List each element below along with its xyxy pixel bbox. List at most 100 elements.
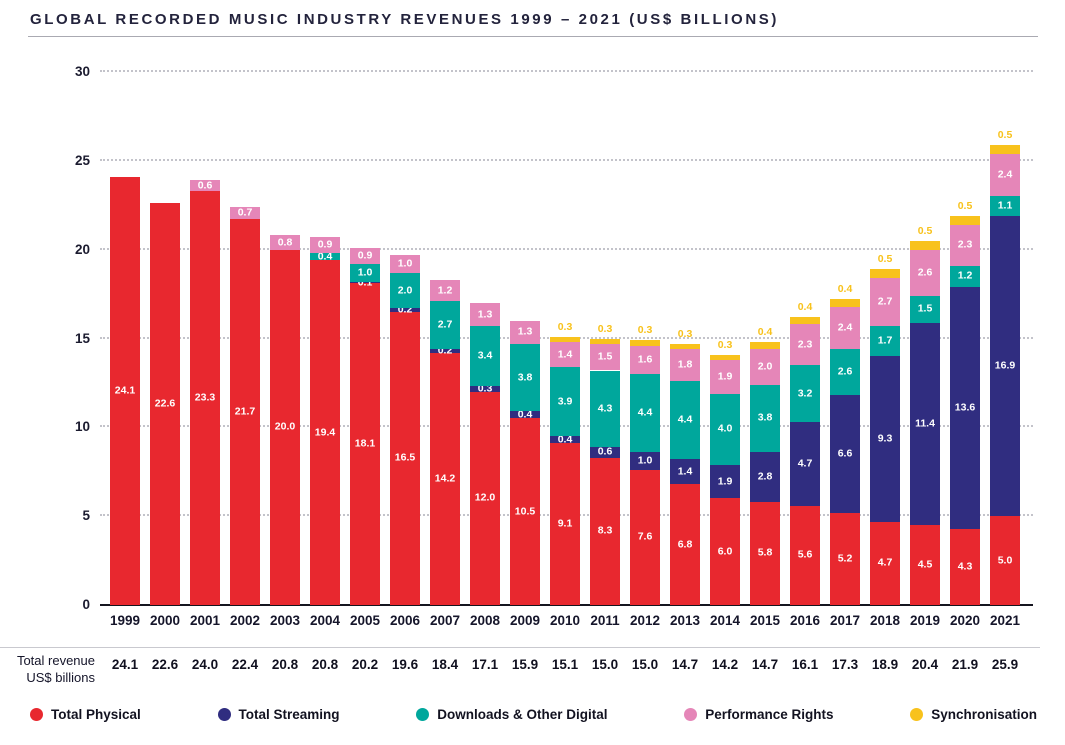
total-2010: 15.1 [551,657,579,672]
value-label: 11.4 [915,417,935,430]
segment-total-streaming-2014: 1.9 [710,464,740,499]
segment-downloads-other-digital-2011: 4.3 [590,370,620,447]
segment-downloads-other-digital-2008: 3.4 [470,326,500,387]
bar-2006: 16.5 0.2 2.0 1.0 [390,72,420,605]
segment-synchronisation-2020 [950,215,980,225]
bar-2020: 4.3 13.6 1.2 2.3 0.5 [950,72,980,605]
segment-total-physical-2005: 18.1 [350,283,380,605]
total-2000: 22.6 [151,657,179,672]
bar-2012: 7.6 1.0 4.4 1.6 0.3 [630,72,660,605]
sync-value-label: 0.3 [677,327,693,340]
segment-synchronisation-2012 [630,340,660,346]
value-label: 2.7 [437,318,453,331]
bar-2001: 23.3 0.6 [190,72,220,605]
y-tick-15: 15 [74,330,90,346]
value-label: 0.1 [357,276,373,289]
segment-performance-rights-2005: 0.9 [350,247,380,264]
segment-downloads-other-digital-2014: 4.0 [710,393,740,465]
value-label: 2.7 [877,295,893,308]
segment-total-physical-1999: 24.1 [110,176,140,605]
segment-total-physical-2004: 19.4 [310,260,340,605]
segment-downloads-other-digital-2019: 1.5 [910,295,940,323]
segment-synchronisation-2017 [830,299,860,307]
segment-performance-rights-2007: 1.2 [430,279,460,302]
value-label: 1.1 [997,199,1013,212]
segment-performance-rights-2010: 1.4 [550,342,580,367]
value-label: 1.9 [717,370,733,383]
segment-performance-rights-2016: 2.3 [790,324,820,366]
segment-total-streaming-2019: 11.4 [910,322,940,526]
value-label: 12.0 [474,491,496,504]
value-label: 22.6 [154,397,176,410]
segment-total-streaming-2009: 0.4 [510,409,540,420]
bar-2004: 19.4 0.4 0.9 [310,72,340,605]
synchronisation-dot-icon [910,708,924,721]
y-tick-20: 20 [74,241,90,257]
y-tick-0: 0 [82,597,90,612]
value-label: 2.0 [757,360,773,373]
value-label: 1.5 [597,350,613,363]
totals-label-line1: Total revenue [16,653,95,668]
bar-2009: 10.5 0.4 3.8 1.3 [510,72,540,605]
segment-downloads-other-digital-2018: 1.7 [870,326,900,357]
x-tick-2003: 2003 [269,613,301,628]
segment-total-physical-2006: 16.5 [390,311,420,605]
segment-synchronisation-2013 [670,343,700,350]
chart-title: GLOBAL RECORDED MUSIC INDUSTRY REVENUES … [30,11,779,28]
segment-performance-rights-2014: 1.9 [710,359,740,394]
segment-downloads-other-digital-2010: 3.9 [550,366,580,437]
value-label: 0.8 [277,236,293,249]
legend-item-total-physical: Total Physical [30,707,141,722]
x-tick-2019: 2019 [909,613,941,628]
bar-2011: 8.3 0.6 4.3 1.5 0.3 [590,72,620,605]
segment-total-physical-2019: 4.5 [910,525,940,605]
value-label: 0.3 [477,382,493,395]
value-label: 6.0 [717,545,733,558]
bar-2008: 12.0 0.3 3.4 1.3 [470,72,500,605]
y-tick-25: 25 [74,152,90,168]
value-label: 5.2 [837,552,853,565]
segment-performance-rights-2017: 2.4 [830,306,860,350]
segment-total-physical-2014: 6.0 [710,498,740,605]
value-label: 13.6 [954,401,976,414]
x-tick-2001: 2001 [189,613,221,628]
legend-item-synchronisation: Synchronisation [910,707,1037,722]
totals-values-row: 24.1 22.6 24.0 22.4 20.8 20.8 20.2 19.6 18.4 17.1… [100,657,1033,677]
total-2001: 24.0 [191,657,219,672]
segment-total-physical-2002: 21.7 [230,219,260,605]
segment-downloads-other-digital-2013: 4.4 [670,381,700,460]
value-label: 3.8 [757,411,773,424]
performance-rights-dot-icon [684,708,698,721]
value-label: 18.1 [354,437,376,450]
value-label: 0.4 [557,433,573,446]
total-2004: 20.8 [311,657,339,672]
gridline-25 [100,158,1033,161]
x-tick-2004: 2004 [309,613,341,628]
bar-2015: 5.8 2.8 3.8 2.0 0.4 [750,72,780,605]
y-axis: 0 5 10 15 20 25 30 [0,64,90,612]
x-tick-2007: 2007 [429,613,461,628]
bar-2010: 9.1 0.4 3.9 1.4 0.3 [550,72,580,605]
sync-value-label: 0.5 [917,224,933,237]
legend-label: Total Physical [51,707,141,722]
value-label: 23.3 [194,391,216,404]
x-tick-2012: 2012 [629,613,661,628]
segment-total-physical-2007: 14.2 [430,352,460,605]
gridline-20 [100,247,1033,250]
segment-total-streaming-2017: 6.6 [830,395,860,513]
value-label: 5.6 [797,548,813,561]
legend-item-downloads-other-digital: Downloads & Other Digital [416,707,608,722]
segment-total-physical-2001: 23.3 [190,191,220,605]
segment-total-physical-2008: 12.0 [470,391,500,605]
segment-performance-rights-2021: 2.4 [990,153,1020,197]
segment-downloads-other-digital-2006: 2.0 [390,272,420,309]
segment-performance-rights-2012: 1.6 [630,345,660,375]
x-tick-2002: 2002 [229,613,261,628]
total-2012: 15.0 [631,657,659,672]
total-2019: 20.4 [911,657,939,672]
segment-performance-rights-2006: 1.0 [390,255,420,273]
value-label: 3.9 [557,395,573,408]
segment-total-physical-2000: 22.6 [150,203,180,605]
value-label: 1.4 [557,348,573,360]
